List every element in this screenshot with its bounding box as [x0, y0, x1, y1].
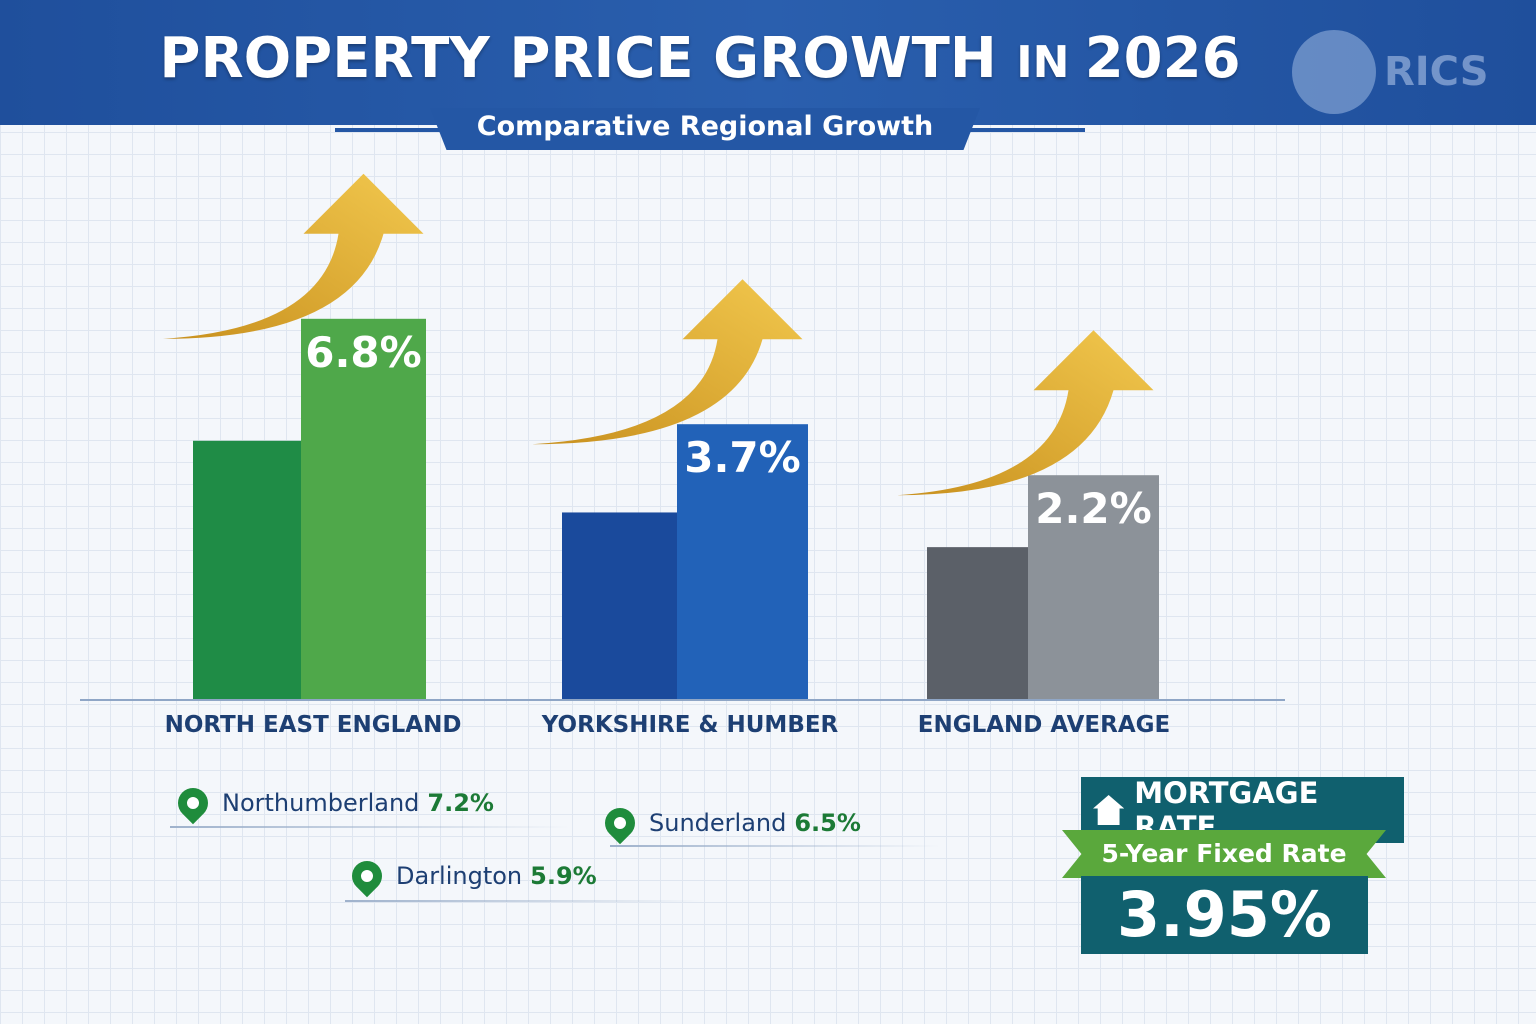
map-pin-icon	[345, 854, 389, 898]
bar	[301, 318, 426, 700]
town-darlington: Darlington 5.9%	[345, 854, 597, 898]
category-label: YORKSHIRE & HUMBER	[541, 712, 839, 738]
divider	[170, 826, 570, 828]
bar-back	[193, 440, 301, 700]
growth-arrow-icon	[897, 330, 1154, 496]
map-pin-icon	[598, 801, 642, 845]
page-title: PROPERTY PRICE GROWTH IN 2026	[159, 26, 1241, 91]
divider	[965, 128, 1085, 132]
rics-logo: RICS	[1292, 30, 1489, 114]
bar	[1028, 475, 1159, 700]
divider	[610, 845, 940, 847]
category-label: NORTH EAST ENGLAND	[164, 712, 462, 738]
mortgage-subtitle: 5-Year Fixed Rate	[1062, 830, 1386, 878]
divider	[345, 900, 705, 902]
subtitle: Comparative Regional Growth Rates	[430, 108, 980, 150]
lion-icon	[1292, 30, 1376, 114]
data-label: 6.8%	[305, 328, 421, 377]
category-label: ENGLAND AVERAGE	[917, 712, 1171, 738]
mortgage-rate-value: 3.95%	[1081, 876, 1368, 954]
house-icon	[1093, 795, 1125, 825]
bar	[677, 424, 808, 700]
town-sunderland: Sunderland 6.5%	[598, 801, 861, 845]
bar-back	[562, 512, 677, 700]
data-label: 2.2%	[1035, 484, 1151, 533]
town-northumberland: Northumberland 7.2%	[171, 781, 494, 825]
data-label: 3.7%	[684, 433, 800, 482]
growth-arrow-icon	[163, 173, 424, 339]
divider	[335, 128, 445, 132]
bar-back	[927, 547, 1028, 700]
map-pin-icon	[171, 781, 215, 825]
header	[0, 0, 1536, 125]
growth-arrow-icon	[532, 279, 803, 445]
